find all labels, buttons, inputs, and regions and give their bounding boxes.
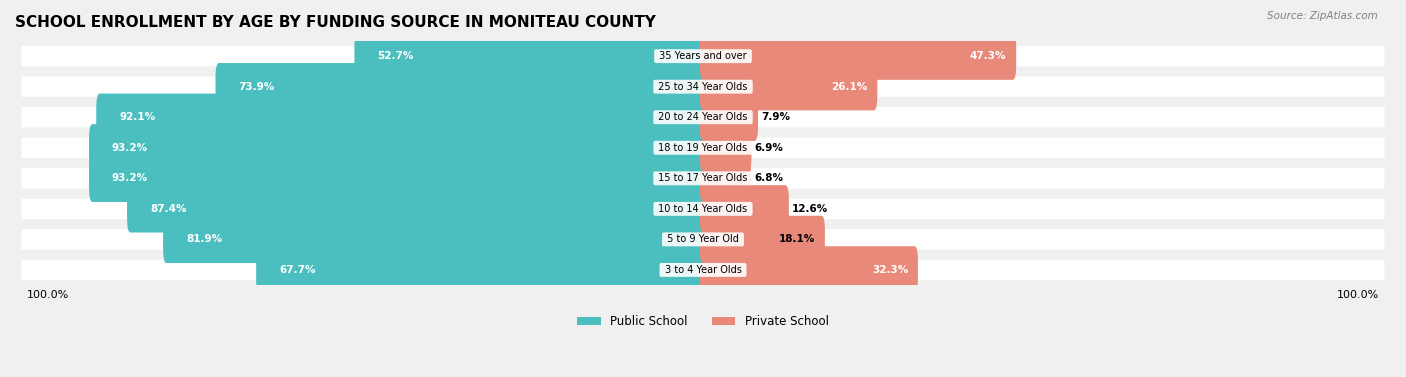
FancyBboxPatch shape [215, 63, 706, 110]
FancyBboxPatch shape [256, 246, 706, 294]
Text: 5 to 9 Year Old: 5 to 9 Year Old [664, 234, 742, 244]
FancyBboxPatch shape [21, 168, 1385, 188]
FancyBboxPatch shape [127, 185, 706, 233]
FancyBboxPatch shape [700, 93, 758, 141]
Text: 52.7%: 52.7% [377, 51, 413, 61]
FancyBboxPatch shape [96, 93, 706, 141]
Legend: Public School, Private School: Public School, Private School [572, 311, 834, 333]
FancyBboxPatch shape [89, 155, 706, 202]
Text: 18.1%: 18.1% [779, 234, 815, 244]
Text: SCHOOL ENROLLMENT BY AGE BY FUNDING SOURCE IN MONITEAU COUNTY: SCHOOL ENROLLMENT BY AGE BY FUNDING SOUR… [15, 15, 655, 30]
FancyBboxPatch shape [700, 185, 789, 233]
FancyBboxPatch shape [21, 199, 1385, 219]
FancyBboxPatch shape [700, 155, 751, 202]
Text: 15 to 17 Year Olds: 15 to 17 Year Olds [655, 173, 751, 183]
Text: 10 to 14 Year Olds: 10 to 14 Year Olds [655, 204, 751, 214]
Text: 93.2%: 93.2% [112, 173, 148, 183]
Text: 6.9%: 6.9% [755, 143, 783, 153]
FancyBboxPatch shape [21, 46, 1385, 66]
Text: 20 to 24 Year Olds: 20 to 24 Year Olds [655, 112, 751, 122]
FancyBboxPatch shape [700, 63, 877, 110]
FancyBboxPatch shape [21, 229, 1385, 250]
Text: 26.1%: 26.1% [831, 82, 868, 92]
FancyBboxPatch shape [354, 32, 706, 80]
Text: 7.9%: 7.9% [761, 112, 790, 122]
Text: Source: ZipAtlas.com: Source: ZipAtlas.com [1267, 11, 1378, 21]
FancyBboxPatch shape [21, 260, 1385, 280]
FancyBboxPatch shape [21, 77, 1385, 97]
FancyBboxPatch shape [163, 216, 706, 263]
FancyBboxPatch shape [700, 246, 918, 294]
FancyBboxPatch shape [21, 138, 1385, 158]
Text: 73.9%: 73.9% [239, 82, 274, 92]
FancyBboxPatch shape [89, 124, 706, 172]
Text: 87.4%: 87.4% [150, 204, 187, 214]
FancyBboxPatch shape [21, 107, 1385, 127]
Text: 67.7%: 67.7% [278, 265, 315, 275]
Text: 93.2%: 93.2% [112, 143, 148, 153]
FancyBboxPatch shape [700, 124, 751, 172]
Text: 47.3%: 47.3% [970, 51, 1007, 61]
FancyBboxPatch shape [700, 216, 825, 263]
Text: 18 to 19 Year Olds: 18 to 19 Year Olds [655, 143, 751, 153]
Text: 25 to 34 Year Olds: 25 to 34 Year Olds [655, 82, 751, 92]
Text: 81.9%: 81.9% [186, 234, 222, 244]
FancyBboxPatch shape [700, 32, 1017, 80]
Text: 35 Years and over: 35 Years and over [657, 51, 749, 61]
Text: 6.8%: 6.8% [754, 173, 783, 183]
Text: 32.3%: 32.3% [872, 265, 908, 275]
Text: 12.6%: 12.6% [792, 204, 828, 214]
Text: 3 to 4 Year Olds: 3 to 4 Year Olds [661, 265, 745, 275]
Text: 92.1%: 92.1% [120, 112, 155, 122]
